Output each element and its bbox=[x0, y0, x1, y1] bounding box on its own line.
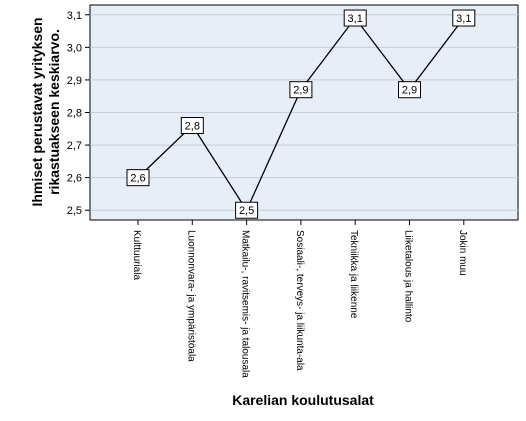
y-axis-title: Ihmiset perustavat yrityksen rikastuakse… bbox=[29, 17, 62, 206]
data-label-text: 2,9 bbox=[402, 85, 417, 97]
data-label-text: 3,1 bbox=[456, 13, 471, 25]
x-tick-label: Tekniikka ja liikenne bbox=[348, 230, 359, 319]
data-label-box bbox=[452, 9, 476, 27]
y-tick-label: 3,1 bbox=[67, 10, 82, 22]
data-label: 2,5 bbox=[235, 201, 259, 219]
y-axis-title-line-2: rikastuakseen keskiarvo. bbox=[46, 29, 62, 195]
x-tick-label: Matkailu-, ravitsemis- ja talousala bbox=[240, 230, 251, 378]
data-label-text: 3,1 bbox=[348, 13, 363, 25]
data-label: 3,1 bbox=[343, 9, 367, 27]
y-tick-label: 2,9 bbox=[67, 75, 82, 87]
data-label-text: 2,5 bbox=[239, 205, 254, 217]
y-tick-label: 2,8 bbox=[67, 108, 82, 120]
data-label: 2,9 bbox=[398, 81, 421, 99]
y-tick-label: 2,7 bbox=[67, 140, 82, 152]
data-label-box bbox=[126, 169, 150, 187]
data-label-box bbox=[180, 117, 204, 135]
x-axis-title: Karelian koulutusalat bbox=[232, 392, 374, 408]
y-tick-label: 2,6 bbox=[67, 173, 82, 185]
data-label: 3,1 bbox=[452, 9, 476, 27]
y-tick-label: 3,0 bbox=[67, 42, 82, 54]
data-labels: 2,6 2,8 2,5 2,9 3,1 2,9 3,1 bbox=[126, 9, 476, 219]
data-label-text: 2,8 bbox=[185, 121, 200, 133]
data-label-box bbox=[398, 81, 421, 99]
x-axis: Kulttuuriala Luonnonvara- ja ympäristöala… bbox=[131, 220, 468, 378]
data-label-text: 2,9 bbox=[293, 85, 308, 97]
gridlines bbox=[90, 14, 518, 211]
data-label-box bbox=[235, 201, 259, 219]
data-label-text: 2,6 bbox=[130, 173, 145, 185]
data-label: 2,9 bbox=[289, 81, 313, 99]
y-tick-label: 2,5 bbox=[67, 205, 82, 217]
x-tick-label: Luonnonvara- ja ympäristöala bbox=[185, 230, 196, 362]
y-axis: 2,5 2,6 2,7 2,8 2,9 3,0 3,1 bbox=[67, 10, 90, 217]
data-label: 2,8 bbox=[180, 117, 204, 135]
data-label-box bbox=[289, 81, 313, 99]
data-label-box bbox=[343, 9, 367, 27]
x-tick-label: Liiketalous ja hallinto bbox=[403, 230, 414, 323]
x-tick-label: Sosiaali-, terveys- ja liikunta-ala bbox=[294, 230, 305, 371]
x-tick-label: Jokin muu bbox=[457, 230, 468, 276]
y-axis-title-line-1: Ihmiset perustavat yrityksen bbox=[29, 17, 45, 206]
data-label: 2,6 bbox=[126, 169, 150, 187]
x-tick-label: Kulttuuriala bbox=[131, 230, 142, 280]
